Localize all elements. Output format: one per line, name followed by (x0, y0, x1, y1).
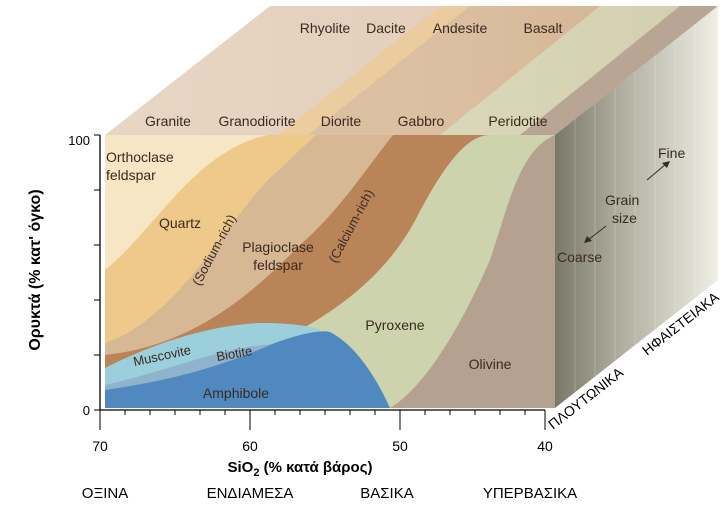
side-face-hatching (574, 24, 696, 392)
axes (99, 135, 545, 411)
plutonic-rock-diorite: Diorite (321, 113, 362, 129)
side-face (555, 6, 718, 408)
plutonic-rock-granodiorite: Granodiorite (218, 113, 295, 129)
y-axis-label: Ορυκτά (% κατ' όγκο) (27, 189, 44, 350)
y-axis-min-label: 0 (83, 403, 90, 418)
mineral-biotite: Biotite (215, 343, 253, 364)
y-ticks (94, 134, 100, 411)
grain-size-arrow-down-head (584, 236, 592, 243)
mineral-plagioclase-line2: feldspar (253, 257, 303, 273)
x-axis-label: SiO2 (% κατά βάρος) (227, 459, 372, 479)
mineral-quartz: Quartz (159, 215, 201, 231)
top-face-strip-olivine (520, 6, 718, 135)
plutonic-rock-peridotite: Peridotite (488, 113, 547, 129)
volcanic-rock-andesite: Andesite (433, 20, 488, 36)
x-tick-label-70: 70 (92, 438, 108, 454)
category-ultrabasic: ΥΠΕΡΒΑΣΙΚΑ (483, 485, 577, 502)
volcanic-rock-basalt: Basalt (524, 20, 563, 36)
plutonic-rock-granite: Granite (145, 113, 191, 129)
grain-size-size: size (612, 210, 637, 226)
top-face-strip-calcium (308, 6, 600, 135)
grain-size-arrow-down (587, 225, 607, 241)
mineral-orthoclase-line1: Orthoclase (106, 149, 174, 165)
region-olivine (390, 135, 555, 408)
volcanic-rock-rhyolite: Rhyolite (300, 20, 351, 36)
volcanic-rock-dacite: Dacite (366, 20, 406, 36)
category-intermediate: ΕΝΔΙΑΜΕΣΑ (207, 485, 294, 502)
grain-size-coarse: Coarse (557, 249, 602, 265)
grain-size-fine: Fine (658, 145, 685, 161)
x-tick-label-60: 60 (242, 438, 258, 454)
region-amphibole (105, 331, 390, 408)
top-face-strip-quartz (278, 6, 470, 135)
grain-size-arrow-up-head (662, 161, 670, 168)
mineral-plagioclase-line1: Plagioclase (242, 239, 314, 255)
top-face-strip-pyroxene (440, 6, 680, 135)
mineral-pyroxene: Pyroxene (365, 317, 424, 333)
mineral-orthoclase-line2: feldspar (106, 167, 156, 183)
mineral-amphibole: Amphibole (203, 385, 269, 401)
plutonic-rock-gabbro: Gabbro (398, 113, 445, 129)
mineral-olivine: Olivine (469, 356, 512, 372)
x-ticks (99, 410, 546, 430)
category-basic: ΒΑΣΙΚΑ (360, 485, 413, 502)
category-acidic: ΟΞΙΝΑ (82, 485, 128, 502)
grain-size-arrow-up (646, 163, 667, 181)
x-tick-label-40: 40 (537, 438, 553, 454)
x-tick-label-50: 50 (392, 438, 408, 454)
y-axis-max-label: 100 (68, 133, 90, 148)
grain-size-grain: Grain (605, 192, 639, 208)
